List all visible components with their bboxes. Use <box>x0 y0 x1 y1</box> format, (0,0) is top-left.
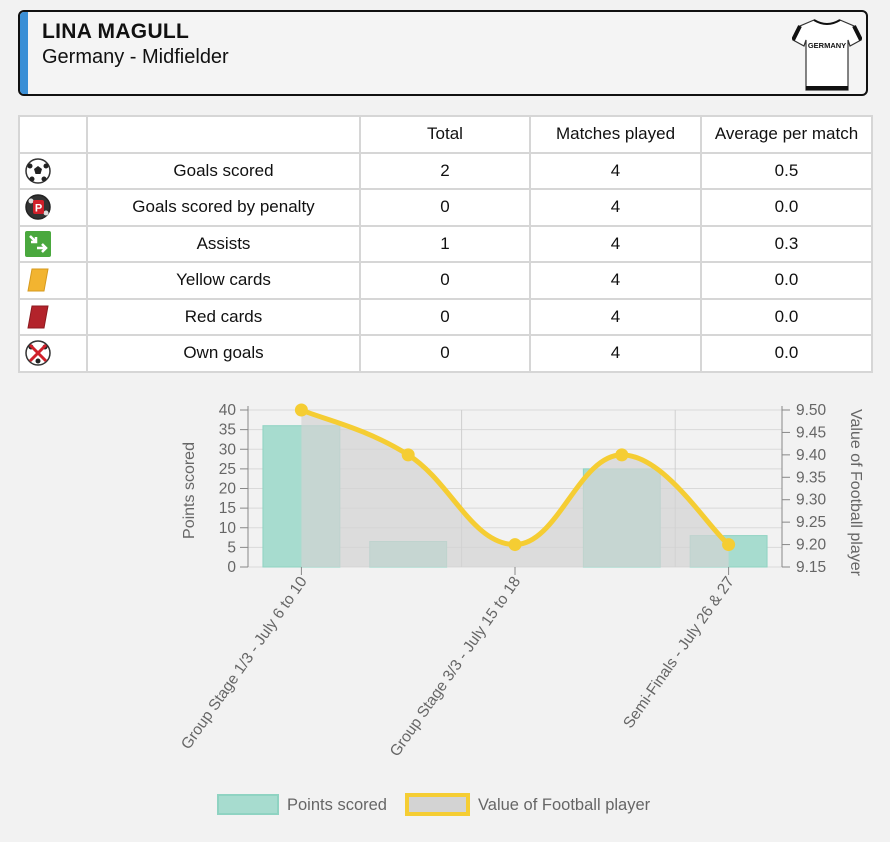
assist-icon <box>25 230 51 257</box>
y-tick-label: 5 <box>227 539 236 556</box>
y2-tick-label: 9.15 <box>796 559 826 576</box>
table-row: Goals scored 2 4 0.5 <box>18 151 873 190</box>
stat-average: 0.0 <box>700 261 873 300</box>
stat-average: 0.3 <box>700 224 873 263</box>
own-goal-icon <box>25 340 51 366</box>
y2-tick-label: 9.35 <box>796 469 826 486</box>
table-row: Red cards 0 4 0.0 <box>18 297 873 336</box>
y2-tick-label: 9.30 <box>796 492 827 509</box>
jersey-icon: GERMANY <box>792 19 862 91</box>
stat-matches: 4 <box>529 297 702 336</box>
stat-label: Assists <box>86 224 361 263</box>
stat-average: 0.0 <box>700 188 873 227</box>
legend-swatch-points <box>217 794 279 815</box>
stat-average: 0.0 <box>700 334 873 373</box>
icon-cell <box>18 297 88 336</box>
x-tick-label: Group Stage 3/3 - July 15 to 18 <box>387 574 524 760</box>
y-tick-label: 0 <box>227 559 236 576</box>
stat-label: Yellow cards <box>86 261 361 300</box>
stat-matches: 4 <box>529 224 702 263</box>
chart-svg: 0 5 10 15 20 25 30 35 40 9.15 9.20 9.25 9.30 9.35 9.40… <box>178 402 864 816</box>
stat-label: Red cards <box>86 297 361 336</box>
y-tick-label: 30 <box>219 441 237 458</box>
x-tick-label: Group Stage 1/3 - July 6 to 10 <box>178 573 311 752</box>
value-point <box>294 403 308 417</box>
stat-matches: 4 <box>529 188 702 227</box>
player-name: LINA MAGULL <box>42 20 190 43</box>
y-tick-label: 10 <box>219 520 237 537</box>
player-country-position: Germany - Midfielder <box>42 46 229 68</box>
icon-cell <box>18 261 88 300</box>
y2-tick-label: 9.45 <box>796 424 826 441</box>
table-header-total: Total <box>359 115 531 154</box>
stat-average: 0.0 <box>700 297 873 336</box>
stat-total: 0 <box>359 297 531 336</box>
y-axis-label: Points scored <box>181 442 198 539</box>
player-card: LINA MAGULL Germany - Midfielder GERMANY <box>18 10 868 96</box>
stat-total: 0 <box>359 261 531 300</box>
chart-legend: Points scored Value of Football player <box>217 793 651 816</box>
stat-label: Goals scored <box>86 151 361 190</box>
legend-swatch-value <box>405 793 470 816</box>
value-point <box>508 538 522 552</box>
table-header-average: Average per match <box>700 115 873 154</box>
icon-cell <box>18 334 88 373</box>
table-header-icon <box>18 115 88 154</box>
x-tick-label: Semi-Finals - July 26 & 27 <box>620 574 738 732</box>
stat-total: 2 <box>359 151 531 190</box>
icon-cell <box>18 224 88 263</box>
stat-total: 1 <box>359 224 531 263</box>
y2-tick-label: 9.50 <box>796 402 827 419</box>
soccer-ball-icon <box>25 158 51 184</box>
jersey-text: GERMANY <box>808 41 846 50</box>
red-card-icon <box>27 305 49 329</box>
legend-label-points: Points scored <box>287 796 387 814</box>
y-tick-label: 15 <box>219 500 236 517</box>
stat-total: 0 <box>359 334 531 373</box>
stat-total: 0 <box>359 188 531 227</box>
table-row: Yellow cards 0 4 0.0 <box>18 261 873 300</box>
y-tick-label: 35 <box>219 422 236 439</box>
stat-matches: 4 <box>529 151 702 190</box>
table-row: Own goals 0 4 0.0 <box>18 334 873 373</box>
legend-label-value: Value of Football player <box>478 796 651 814</box>
value-point <box>401 448 415 462</box>
icon-cell <box>18 151 88 190</box>
y2-tick-label: 9.40 <box>796 447 827 464</box>
y-tick-label: 20 <box>219 481 237 498</box>
table-header-row: Total Matches played Average per match <box>18 115 873 154</box>
icon-cell: P <box>18 188 88 227</box>
stats-table: Total Matches played Average per match G… <box>18 115 873 373</box>
value-area <box>301 410 729 567</box>
value-point <box>615 448 629 462</box>
y2-tick-label: 9.25 <box>796 514 826 531</box>
svg-text:P: P <box>35 203 42 215</box>
y-tick-label: 40 <box>219 402 237 419</box>
y2-tick-label: 9.20 <box>796 537 827 554</box>
card-accent-bar <box>20 12 28 94</box>
penalty-goal-icon: P <box>25 194 51 220</box>
table-row: P Goals scored by penalty 0 4 0.0 <box>18 188 873 227</box>
stat-label: Goals scored by penalty <box>86 188 361 227</box>
value-point <box>722 538 736 552</box>
stat-average: 0.5 <box>700 151 873 190</box>
table-row: Assists 1 4 0.3 <box>18 224 873 263</box>
table-header-stat <box>86 115 361 154</box>
y-tick-label: 25 <box>219 461 236 478</box>
y2-axis-label: Value of Football player <box>847 409 864 577</box>
stat-label: Own goals <box>86 334 361 373</box>
stat-matches: 4 <box>529 334 702 373</box>
yellow-card-icon <box>27 268 49 292</box>
table-header-matches: Matches played <box>529 115 702 154</box>
stat-matches: 4 <box>529 261 702 300</box>
points-value-chart: 0 5 10 15 20 25 30 35 40 9.15 9.20 9.25 9.30 9.35 9.40… <box>0 392 890 842</box>
